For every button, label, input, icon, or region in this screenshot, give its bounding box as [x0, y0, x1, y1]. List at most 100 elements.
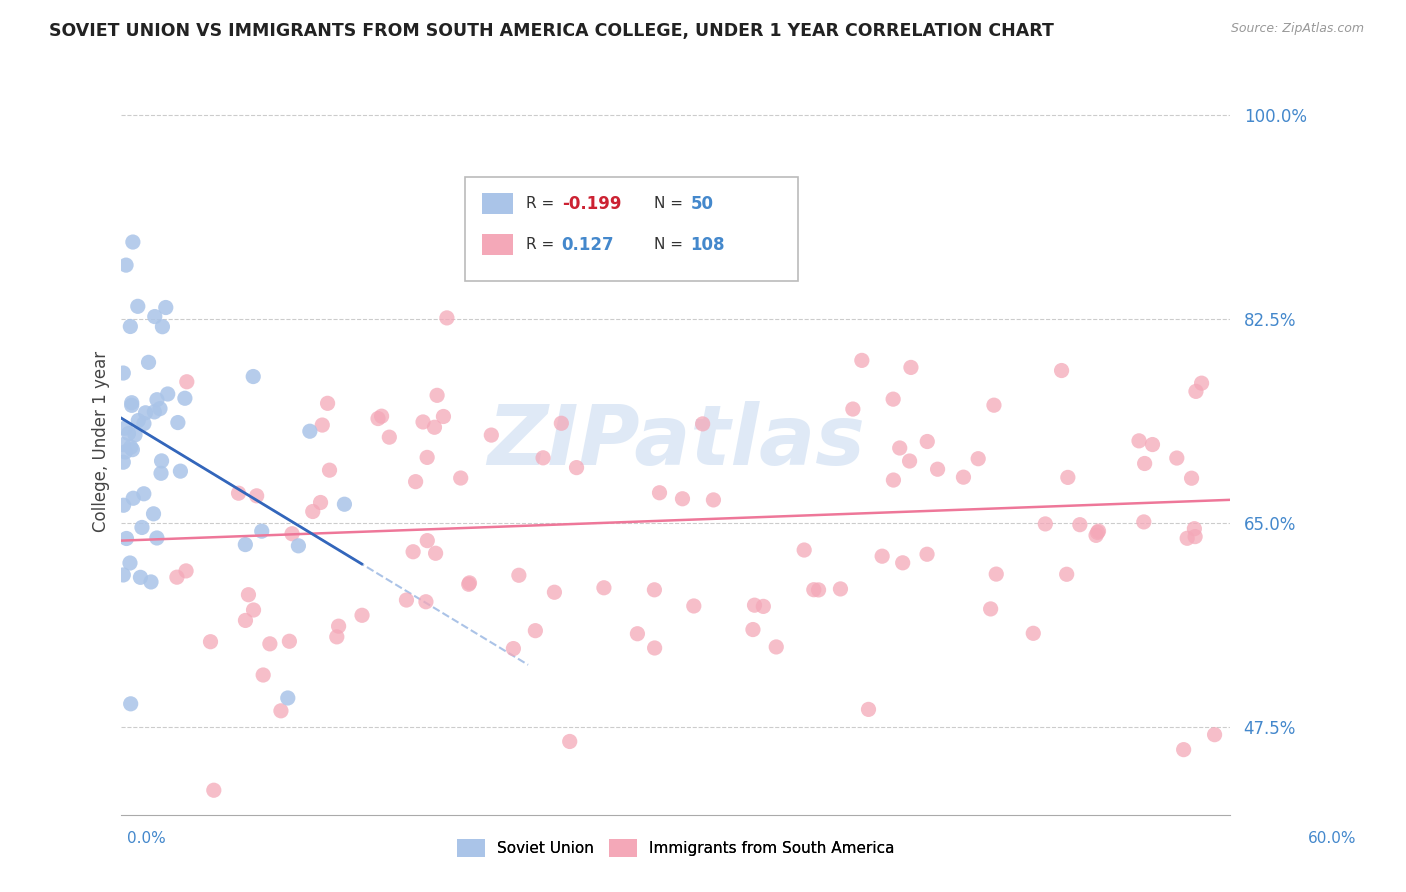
Point: [644, 640, 666, 655]
Point: [1069, 517, 1091, 532]
Point: [416, 533, 439, 548]
Point: [425, 546, 447, 560]
Point: [250, 524, 273, 538]
Point: [350, 608, 373, 623]
Point: [167, 416, 190, 430]
Point: [807, 582, 830, 597]
Point: [122, 235, 145, 249]
Text: 0.127: 0.127: [562, 235, 614, 253]
Y-axis label: College, Under 1 year: College, Under 1 year: [93, 351, 110, 533]
Point: [1133, 515, 1156, 529]
Point: [202, 783, 225, 797]
Point: [524, 624, 547, 638]
Point: [367, 411, 389, 425]
Point: [270, 704, 292, 718]
Point: [744, 598, 766, 612]
Point: [200, 634, 222, 648]
Point: [146, 392, 169, 407]
Point: [1087, 524, 1109, 538]
Point: [1204, 728, 1226, 742]
Point: [242, 603, 264, 617]
Point: [129, 570, 152, 584]
Point: [281, 526, 304, 541]
Point: [316, 396, 339, 410]
Point: [156, 387, 179, 401]
Point: [423, 420, 446, 434]
Point: [326, 630, 349, 644]
Point: [155, 301, 177, 315]
Point: [115, 532, 138, 546]
Text: 60.0%: 60.0%: [1309, 831, 1357, 846]
Point: [402, 545, 425, 559]
Point: [742, 623, 765, 637]
Point: [121, 442, 143, 457]
Point: [112, 498, 135, 512]
Point: [112, 437, 135, 451]
Text: 50: 50: [690, 194, 713, 212]
Point: [426, 388, 449, 402]
Point: [858, 702, 880, 716]
Point: [166, 570, 188, 584]
Point: [415, 595, 437, 609]
Point: [333, 497, 356, 511]
Point: [127, 413, 149, 427]
Point: [139, 574, 162, 589]
Point: [122, 491, 145, 506]
Point: [235, 614, 257, 628]
Point: [311, 418, 333, 433]
Point: [174, 564, 197, 578]
Legend: Soviet Union, Immigrants from South America: Soviet Union, Immigrants from South Amer…: [451, 833, 901, 863]
Point: [228, 486, 250, 500]
Point: [150, 467, 173, 481]
Point: [132, 417, 155, 431]
Point: [124, 428, 146, 442]
Point: [967, 451, 990, 466]
Point: [150, 454, 173, 468]
Point: [120, 319, 142, 334]
Point: [543, 585, 565, 599]
Point: [169, 464, 191, 478]
Point: [889, 441, 911, 455]
Point: [121, 398, 143, 412]
Point: [1173, 742, 1195, 756]
Point: [370, 409, 392, 424]
Text: R =: R =: [526, 196, 560, 211]
Text: R =: R =: [526, 237, 560, 252]
Point: [412, 415, 434, 429]
Point: [1056, 567, 1078, 582]
Point: [233, 538, 256, 552]
Point: [830, 582, 852, 596]
FancyBboxPatch shape: [465, 177, 799, 281]
Point: [900, 360, 922, 375]
Point: [1185, 384, 1208, 399]
Point: [803, 582, 825, 597]
Point: [378, 430, 401, 444]
Point: [252, 668, 274, 682]
Point: [112, 455, 135, 469]
Point: [983, 398, 1005, 412]
Point: [917, 434, 939, 449]
Point: [1087, 525, 1109, 540]
Point: [1166, 451, 1188, 466]
Point: [143, 310, 166, 324]
Point: [432, 409, 454, 424]
Point: [759, 218, 782, 232]
Text: SOVIET UNION VS IMMIGRANTS FROM SOUTH AMERICA COLLEGE, UNDER 1 YEAR CORRELATION : SOVIET UNION VS IMMIGRANTS FROM SOUTH AM…: [49, 22, 1054, 40]
Point: [132, 487, 155, 501]
Point: [671, 491, 693, 506]
Point: [952, 470, 974, 484]
Point: [146, 531, 169, 545]
Point: [682, 599, 704, 613]
Point: [152, 319, 174, 334]
Point: [851, 353, 873, 368]
Text: Source: ZipAtlas.com: Source: ZipAtlas.com: [1230, 22, 1364, 36]
Point: [309, 495, 332, 509]
Point: [550, 417, 572, 431]
Point: [648, 485, 671, 500]
Point: [558, 734, 581, 748]
Point: [870, 549, 893, 564]
Point: [115, 258, 138, 272]
Point: [149, 401, 172, 416]
Point: [1184, 530, 1206, 544]
Point: [1142, 437, 1164, 451]
